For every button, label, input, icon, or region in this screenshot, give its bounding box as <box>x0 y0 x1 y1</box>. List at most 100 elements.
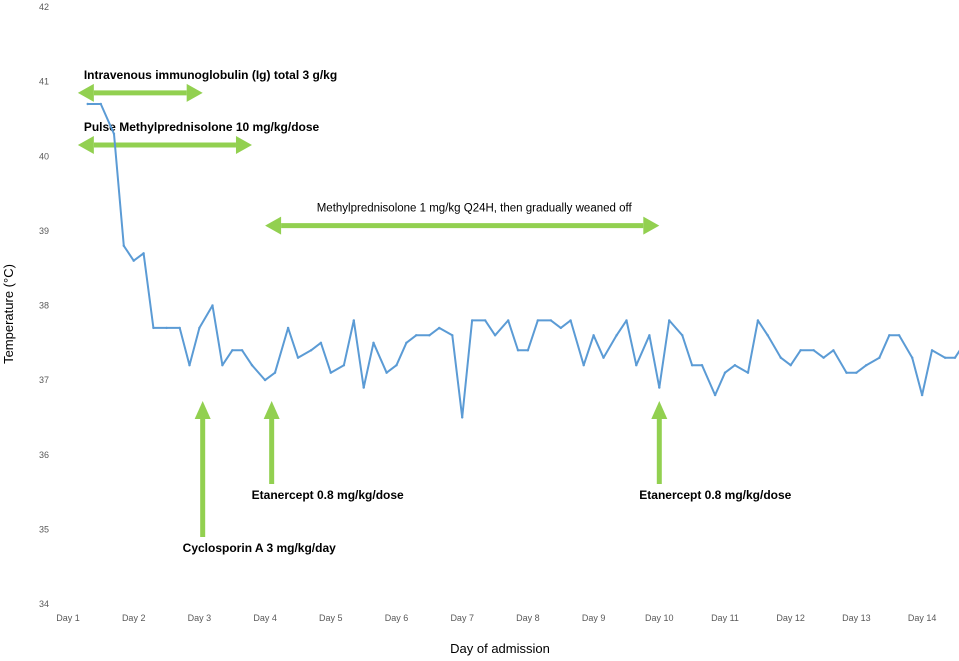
x-tick-label: Day 8 <box>516 613 540 623</box>
data-point <box>799 349 802 352</box>
treatment-annotations: Intravenous immunoglobulin (Ig) total 3 … <box>77 68 792 555</box>
data-point <box>700 364 704 367</box>
data-point <box>112 132 116 136</box>
data-point <box>395 364 398 367</box>
y-tick-label: 37 <box>39 375 49 385</box>
arrow-head-right <box>235 136 252 155</box>
data-point <box>152 326 155 330</box>
annotation-label: Intravenous immunoglobulin (Ig) total 3 … <box>84 68 337 82</box>
x-tick-label: Day 4 <box>253 613 277 623</box>
x-tick-label: Day 14 <box>908 613 937 623</box>
y-tick-label: 35 <box>39 524 49 534</box>
data-point <box>286 326 290 330</box>
data-point <box>766 334 769 337</box>
data-point <box>690 364 694 367</box>
annotation-label: Pulse Methylprednisolone 10 mg/kg/dose <box>84 120 320 134</box>
data-point <box>920 393 924 397</box>
data-point <box>746 371 750 374</box>
data-point <box>470 319 474 322</box>
x-tick-label: Day 11 <box>711 613 739 623</box>
arrow-head-left <box>265 216 282 235</box>
data-point <box>658 386 661 389</box>
data-point <box>198 326 201 330</box>
data-point <box>779 356 782 359</box>
x-tick-label: Day 6 <box>385 613 409 623</box>
data-point <box>385 371 388 374</box>
data-point <box>240 349 244 352</box>
data-point <box>855 371 858 374</box>
data-point <box>250 364 254 367</box>
series-group <box>86 102 959 419</box>
data-point <box>592 334 595 337</box>
data-point <box>549 319 553 322</box>
data-point <box>878 356 881 359</box>
data-point <box>559 326 562 330</box>
data-point <box>86 102 89 106</box>
data-point <box>362 386 365 389</box>
data-point <box>451 334 454 337</box>
data-point <box>507 319 510 322</box>
data-point <box>329 371 332 374</box>
data-point <box>273 371 277 374</box>
data-point <box>438 326 441 330</box>
data-point <box>428 334 431 337</box>
data-point <box>132 259 135 262</box>
data-point <box>342 364 346 367</box>
x-tick-label: Day 7 <box>450 613 474 623</box>
data-point <box>263 378 267 382</box>
data-point <box>723 371 727 374</box>
x-tick-label: Day 5 <box>319 613 343 623</box>
data-point <box>832 349 835 352</box>
annotation-label: Etanercept 0.8 mg/kg/dose <box>639 488 791 502</box>
data-point <box>897 334 901 337</box>
data-point <box>319 341 323 344</box>
y-tick-label: 34 <box>39 599 49 609</box>
arrow-head-right <box>186 83 203 102</box>
y-tick-label: 36 <box>39 450 49 460</box>
data-point <box>516 349 520 352</box>
y-tick-label: 39 <box>39 226 49 236</box>
arrow-head-left <box>77 136 94 155</box>
data-point <box>493 334 497 337</box>
data-point <box>953 356 957 359</box>
x-tick-label: Day 10 <box>645 613 674 623</box>
data-point <box>625 319 628 322</box>
data-point <box>405 341 408 344</box>
data-point <box>733 364 737 367</box>
data-point <box>635 364 638 367</box>
data-point <box>668 319 671 322</box>
data-point <box>930 349 934 352</box>
data-point <box>165 326 168 330</box>
data-point <box>484 319 487 322</box>
data-point <box>822 356 825 359</box>
data-point <box>812 349 815 352</box>
data-point <box>911 356 914 359</box>
x-tick-label: Day 9 <box>582 613 606 623</box>
annotation-label: Methylprednisolone 1 mg/kg Q24H, then gr… <box>317 203 633 215</box>
y-tick-label: 38 <box>39 301 49 311</box>
data-point <box>211 304 214 307</box>
data-point <box>943 356 947 359</box>
data-point <box>142 252 145 255</box>
data-point <box>789 364 792 367</box>
x-tick-label: Day 13 <box>842 613 871 623</box>
data-point <box>648 334 651 337</box>
y-axis-title: Temperature (°C) <box>1 264 16 364</box>
y-tick-label: 41 <box>39 77 49 87</box>
x-tick-label: Day 3 <box>188 613 212 623</box>
arrow-head-left <box>77 83 94 102</box>
data-point <box>602 356 605 359</box>
data-point <box>221 364 224 367</box>
data-point <box>536 319 539 322</box>
arrow-head-right <box>643 216 660 235</box>
data-point <box>415 334 418 337</box>
annotation-label: Etanercept 0.8 mg/kg/dose <box>252 488 404 502</box>
data-point <box>713 393 717 397</box>
data-point <box>122 244 126 247</box>
arrow-head-up <box>194 401 211 419</box>
data-point <box>526 349 530 352</box>
data-point <box>178 326 181 330</box>
data-point <box>845 371 848 374</box>
y-axis-ticks: 34 35 36 37 38 39 40 41 42 <box>39 2 49 609</box>
annotation-label: Cyclosporin A 3 mg/kg/day <box>183 541 336 555</box>
